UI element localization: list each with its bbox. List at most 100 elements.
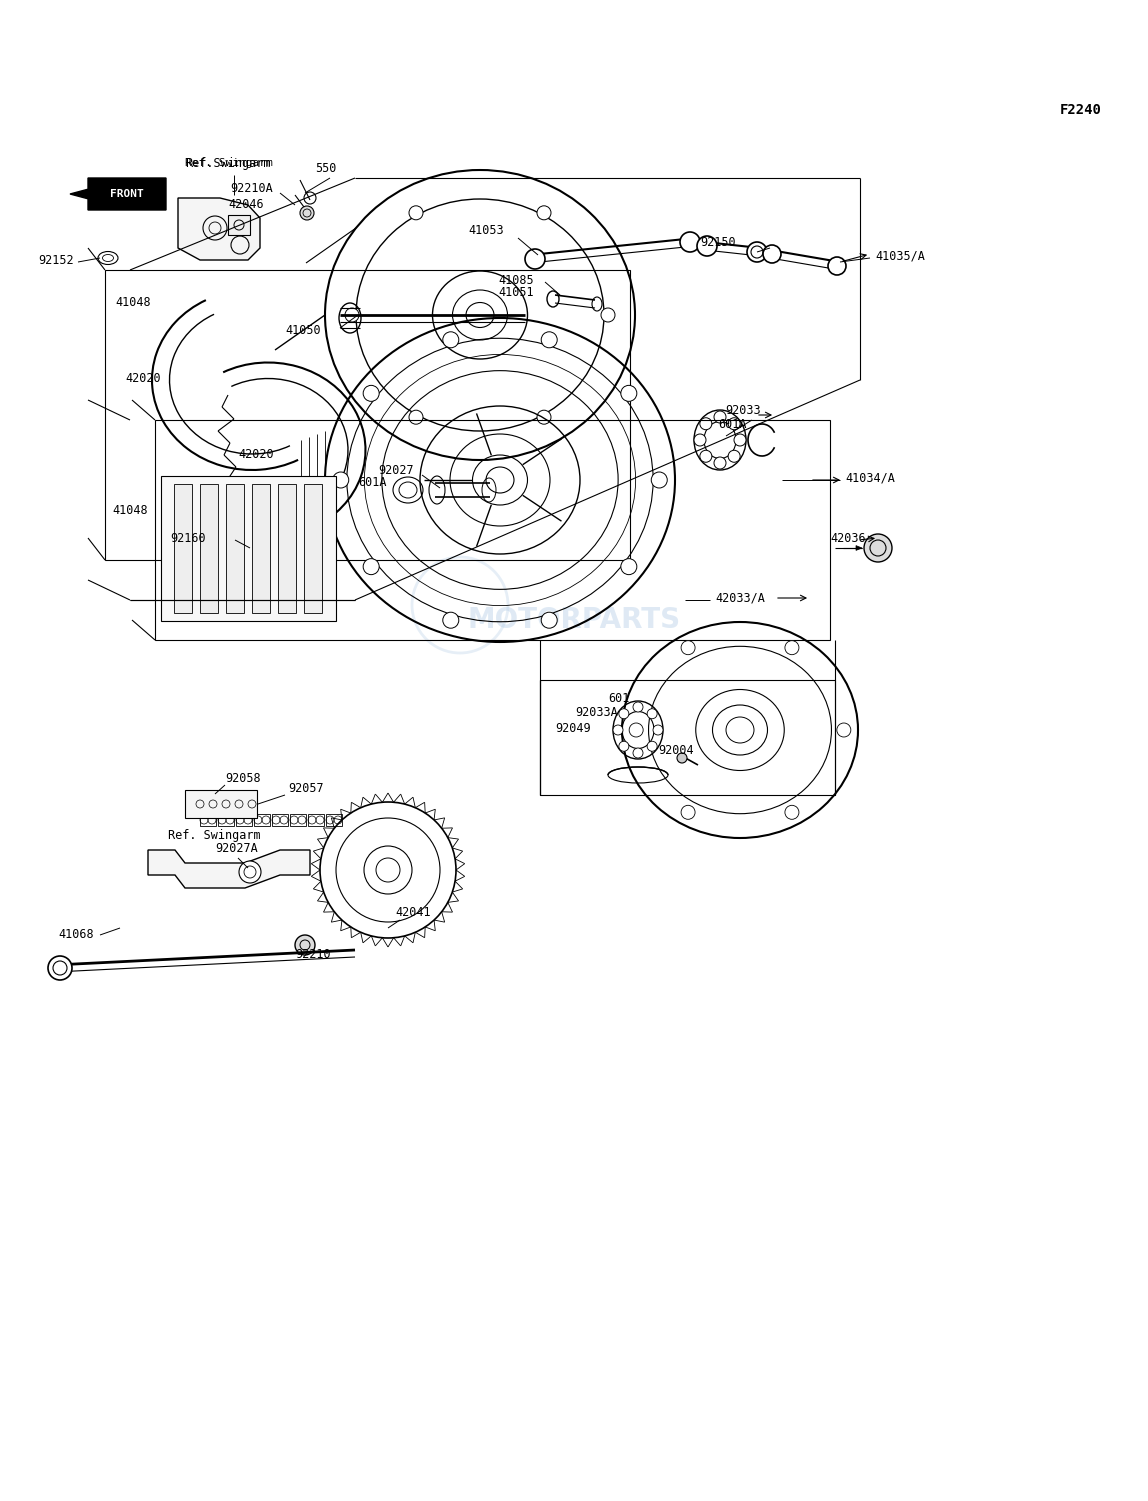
Circle shape [443,612,459,629]
Text: 92058: 92058 [225,772,261,785]
Circle shape [734,434,746,446]
Text: 601A: 601A [358,476,387,489]
Circle shape [700,450,712,462]
Bar [200,483,218,612]
Bar [226,483,245,612]
Text: 550: 550 [315,162,336,174]
Text: 41048: 41048 [115,297,150,309]
Text: 42041: 42041 [395,905,430,919]
Bar [304,483,321,612]
Bar [236,814,253,826]
Text: 601: 601 [608,692,629,704]
Text: Ref.Swingarm: Ref.Swingarm [185,156,271,170]
Text: 92033: 92033 [726,404,761,416]
Text: 41053: 41053 [468,224,504,237]
Circle shape [346,308,359,323]
Circle shape [537,410,551,425]
Bar [308,814,324,826]
Text: MOTORPARTS: MOTORPARTS [467,606,681,633]
Polygon shape [148,850,310,889]
Text: Ref. Swingarm: Ref. Swingarm [168,829,261,842]
Circle shape [680,233,700,252]
Text: 42020: 42020 [238,449,273,461]
Circle shape [333,471,349,488]
Text: 92049: 92049 [554,722,590,734]
Text: 92150: 92150 [700,236,736,249]
Text: F2240: F2240 [1060,104,1102,117]
Circle shape [837,723,851,737]
Text: 92004: 92004 [658,743,693,757]
Circle shape [525,249,545,269]
Circle shape [728,450,740,462]
Circle shape [633,747,643,758]
Bar [540,680,835,796]
Bar [228,215,250,236]
Circle shape [714,411,726,423]
Circle shape [681,641,695,654]
Circle shape [541,332,557,348]
Circle shape [48,956,72,980]
Circle shape [677,754,687,763]
Text: 601A: 601A [718,419,746,431]
Polygon shape [70,179,166,210]
Circle shape [621,558,637,575]
Circle shape [633,702,643,711]
Text: 41034/A: 41034/A [845,471,895,485]
Circle shape [363,558,379,575]
Text: 92027: 92027 [378,464,413,476]
Bar [326,814,342,826]
Polygon shape [178,198,259,260]
Polygon shape [856,545,862,551]
Text: 92057: 92057 [288,782,324,794]
Circle shape [697,236,718,257]
Circle shape [647,741,657,752]
Bar [185,790,257,818]
Text: 41068: 41068 [59,929,94,941]
Text: 92210A: 92210A [230,182,273,195]
Circle shape [647,708,657,719]
Circle shape [651,471,667,488]
Text: 41085: 41085 [498,273,534,287]
Bar [174,483,192,612]
Circle shape [537,206,551,219]
Circle shape [602,308,615,323]
Text: 92027A: 92027A [215,842,258,854]
Circle shape [541,612,557,629]
Circle shape [629,723,643,737]
Circle shape [700,417,712,429]
Text: 41035/A: 41035/A [875,249,925,263]
Text: 42020: 42020 [125,372,161,384]
Bar [161,476,336,621]
Circle shape [785,806,799,820]
Bar [218,814,234,826]
Text: 41048: 41048 [113,503,148,516]
Circle shape [785,641,799,654]
Bar [200,814,216,826]
Circle shape [409,410,422,425]
Text: 92210: 92210 [295,949,331,962]
Text: 92152: 92152 [38,254,73,267]
Circle shape [728,417,740,429]
Text: 42046: 42046 [228,198,264,212]
Circle shape [619,741,629,752]
Text: 92160: 92160 [170,531,205,545]
Text: 92033A: 92033A [575,705,618,719]
Text: 42036: 42036 [830,531,866,545]
Circle shape [653,725,664,735]
Circle shape [409,206,422,219]
Circle shape [295,935,315,955]
Text: FRONT: FRONT [110,189,144,200]
Circle shape [695,434,706,446]
Text: Ref. Swingarm: Ref. Swingarm [185,158,273,168]
Bar [290,814,307,826]
Circle shape [613,725,623,735]
Circle shape [681,806,695,820]
Text: 41051: 41051 [498,287,534,300]
Circle shape [443,332,459,348]
Bar [278,483,296,612]
Text: 41050: 41050 [285,324,320,336]
Text: 42033/A: 42033/A [715,591,765,605]
Circle shape [619,708,629,719]
Circle shape [239,862,261,883]
Circle shape [714,456,726,468]
